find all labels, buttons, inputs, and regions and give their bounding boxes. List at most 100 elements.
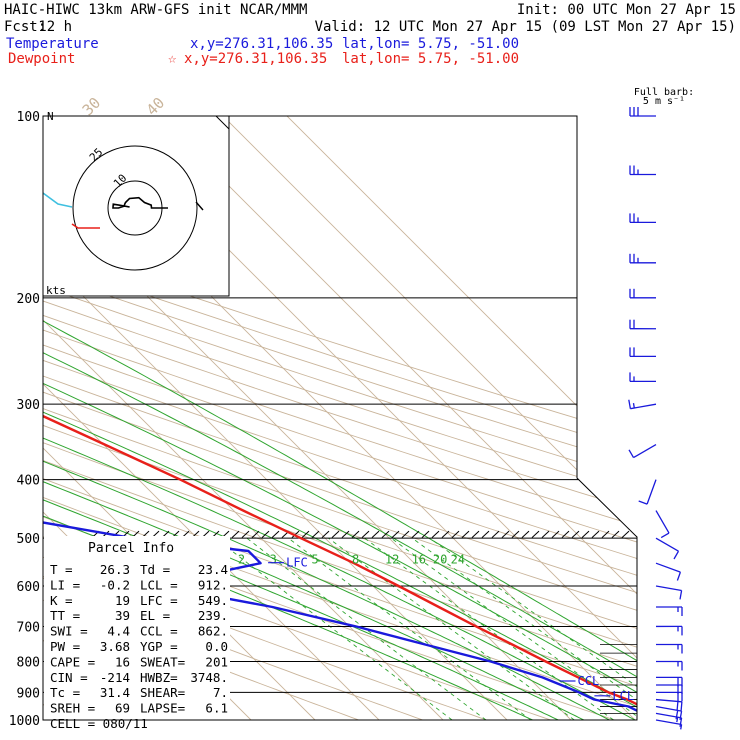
hodograph-units-label: kts (46, 284, 66, 297)
dry-adiabat-line (43, 116, 359, 720)
dry-adiabat-line (43, 116, 637, 720)
wind-barb-staff (655, 719, 682, 726)
mixing-ratio-line (215, 537, 453, 720)
pressure-label: 500 (17, 532, 40, 547)
parcel-row-value: 3.68 (100, 639, 130, 654)
parcel-row-value: 0.0 (205, 639, 228, 654)
init-time: Init: 00 UTC Mon 27 Apr 15 (517, 2, 736, 18)
parcel-row-value: 239. (198, 608, 228, 623)
hash-mark (501, 530, 510, 539)
wind-barb-staff (655, 698, 682, 703)
dry-adiabat-line (43, 116, 637, 720)
hash-mark (451, 530, 460, 539)
parcel-info-title: Parcel Info (88, 541, 174, 556)
hash-mark (251, 530, 260, 539)
hash-mark (571, 530, 580, 539)
parcel-row-label: LFC = (140, 593, 178, 608)
isotherm-line (286, 116, 637, 720)
wind-barb-flag (679, 710, 683, 721)
temperature-curve (43, 116, 637, 720)
parcel-row-value: 19 (115, 593, 130, 608)
parcel-row-label: YGP = (140, 639, 178, 654)
parcel-row-label: LAPSE= (140, 701, 185, 716)
parcel-row-value: 549. (198, 593, 228, 608)
wind-barb-staff (633, 444, 657, 459)
dry-adiabat-line (43, 116, 637, 720)
parcel-row-label: CCL = (140, 624, 178, 639)
dewpoint-legend: Dewpoint (8, 51, 75, 67)
hodograph-cyan-segment (42, 192, 73, 208)
parcel-row-label: CIN = (50, 670, 88, 685)
level-marker-label: LFC (286, 556, 308, 570)
isotherm-label: 40 (143, 94, 169, 120)
parcel-row-label: T = (50, 562, 73, 577)
hash-mark (611, 530, 620, 539)
mixing-ratio-line (412, 537, 637, 720)
parcel-row-value: 862. (198, 624, 228, 639)
hash-mark (541, 530, 550, 539)
wind-barb-flag (679, 590, 683, 600)
pressure-label: 100 (17, 110, 40, 125)
parcel-cell: CELL = 080/11 (50, 716, 148, 731)
parcel-row-label: SREH = (50, 701, 95, 716)
wind-barb-half (680, 724, 683, 730)
hash-mark (521, 530, 530, 539)
parcel-row-value: 201 (205, 654, 228, 669)
hodograph-corner-mark (215, 115, 230, 130)
hash-mark (381, 530, 390, 539)
dry-adiabat-line (43, 116, 637, 720)
valid-time: Valid: 12 UTC Mon 27 Apr 15 (09 LST Mon … (315, 19, 736, 35)
hash-mark (351, 530, 360, 539)
parcel-row-label: Td = (140, 562, 170, 577)
mixing-ratio-label: 20 (433, 552, 447, 566)
dewpoint-xy: x,y=276.31,106.35 (184, 51, 327, 67)
wind-barb-half (632, 402, 635, 409)
parcel-row-value: 3748. (190, 670, 228, 685)
mixing-ratio-line (390, 537, 637, 720)
parcel-row-value: 6.1 (205, 701, 228, 716)
isotherm-label: 30 (79, 94, 105, 120)
dewpoint-star-icon: ☆ (168, 51, 177, 67)
wind-barb-staff (655, 562, 681, 573)
dry-adiabat-line (43, 116, 637, 720)
hash-mark (531, 530, 540, 539)
level-markers: ELLFCCCLLCL (268, 556, 634, 703)
parcel-row-value: 912. (198, 577, 228, 592)
moist-adiabat-line (43, 116, 610, 720)
hash-mark (431, 530, 440, 539)
barb-scale-units: 5 m s⁻¹ (643, 96, 685, 107)
dry-adiabat-line (43, 116, 637, 720)
level-marker-label: LCL (612, 689, 634, 703)
wind-barb-flag (680, 701, 683, 711)
wind-barb-staff (655, 510, 670, 534)
hash-mark (361, 530, 370, 539)
wind-barb-flag (676, 571, 682, 581)
pressure-label: 1000 (9, 714, 40, 729)
parcel-row-label: HWBZ= (140, 670, 178, 685)
parcel-row-label: K = (50, 593, 73, 608)
dry-adiabat-line (43, 116, 637, 720)
parcel-row-label: LCL = (140, 577, 178, 592)
hash-mark (301, 530, 310, 539)
hodograph-trace (112, 196, 168, 209)
dry-adiabat-line (43, 116, 423, 720)
hash-mark (241, 530, 250, 539)
parcel-row-label: LI = (50, 577, 80, 592)
hodograph-red-segment (71, 223, 100, 229)
dewpoint-latlon: lat,lon= 5.75, -51.00 (342, 51, 519, 67)
temperature-latlon: lat,lon= 5.75, -51.00 (342, 36, 519, 52)
temperature-legend: Temperature (6, 36, 99, 52)
hash-mark (601, 530, 610, 539)
pressure-label: 700 (17, 620, 40, 635)
sounding-curves (43, 116, 637, 720)
parcel-row-value: 7. (213, 685, 228, 700)
mixing-ratio-line (246, 537, 487, 720)
hash-mark (261, 530, 270, 539)
fcst-value: 12 h (38, 19, 72, 35)
mixing-ratio-label: 12 (385, 552, 399, 566)
pressure-label: 200 (17, 292, 40, 307)
barb-scale-label: Full barb: (634, 87, 694, 98)
dry-adiabat-line (43, 116, 637, 720)
wind-barb-flag (628, 449, 635, 458)
